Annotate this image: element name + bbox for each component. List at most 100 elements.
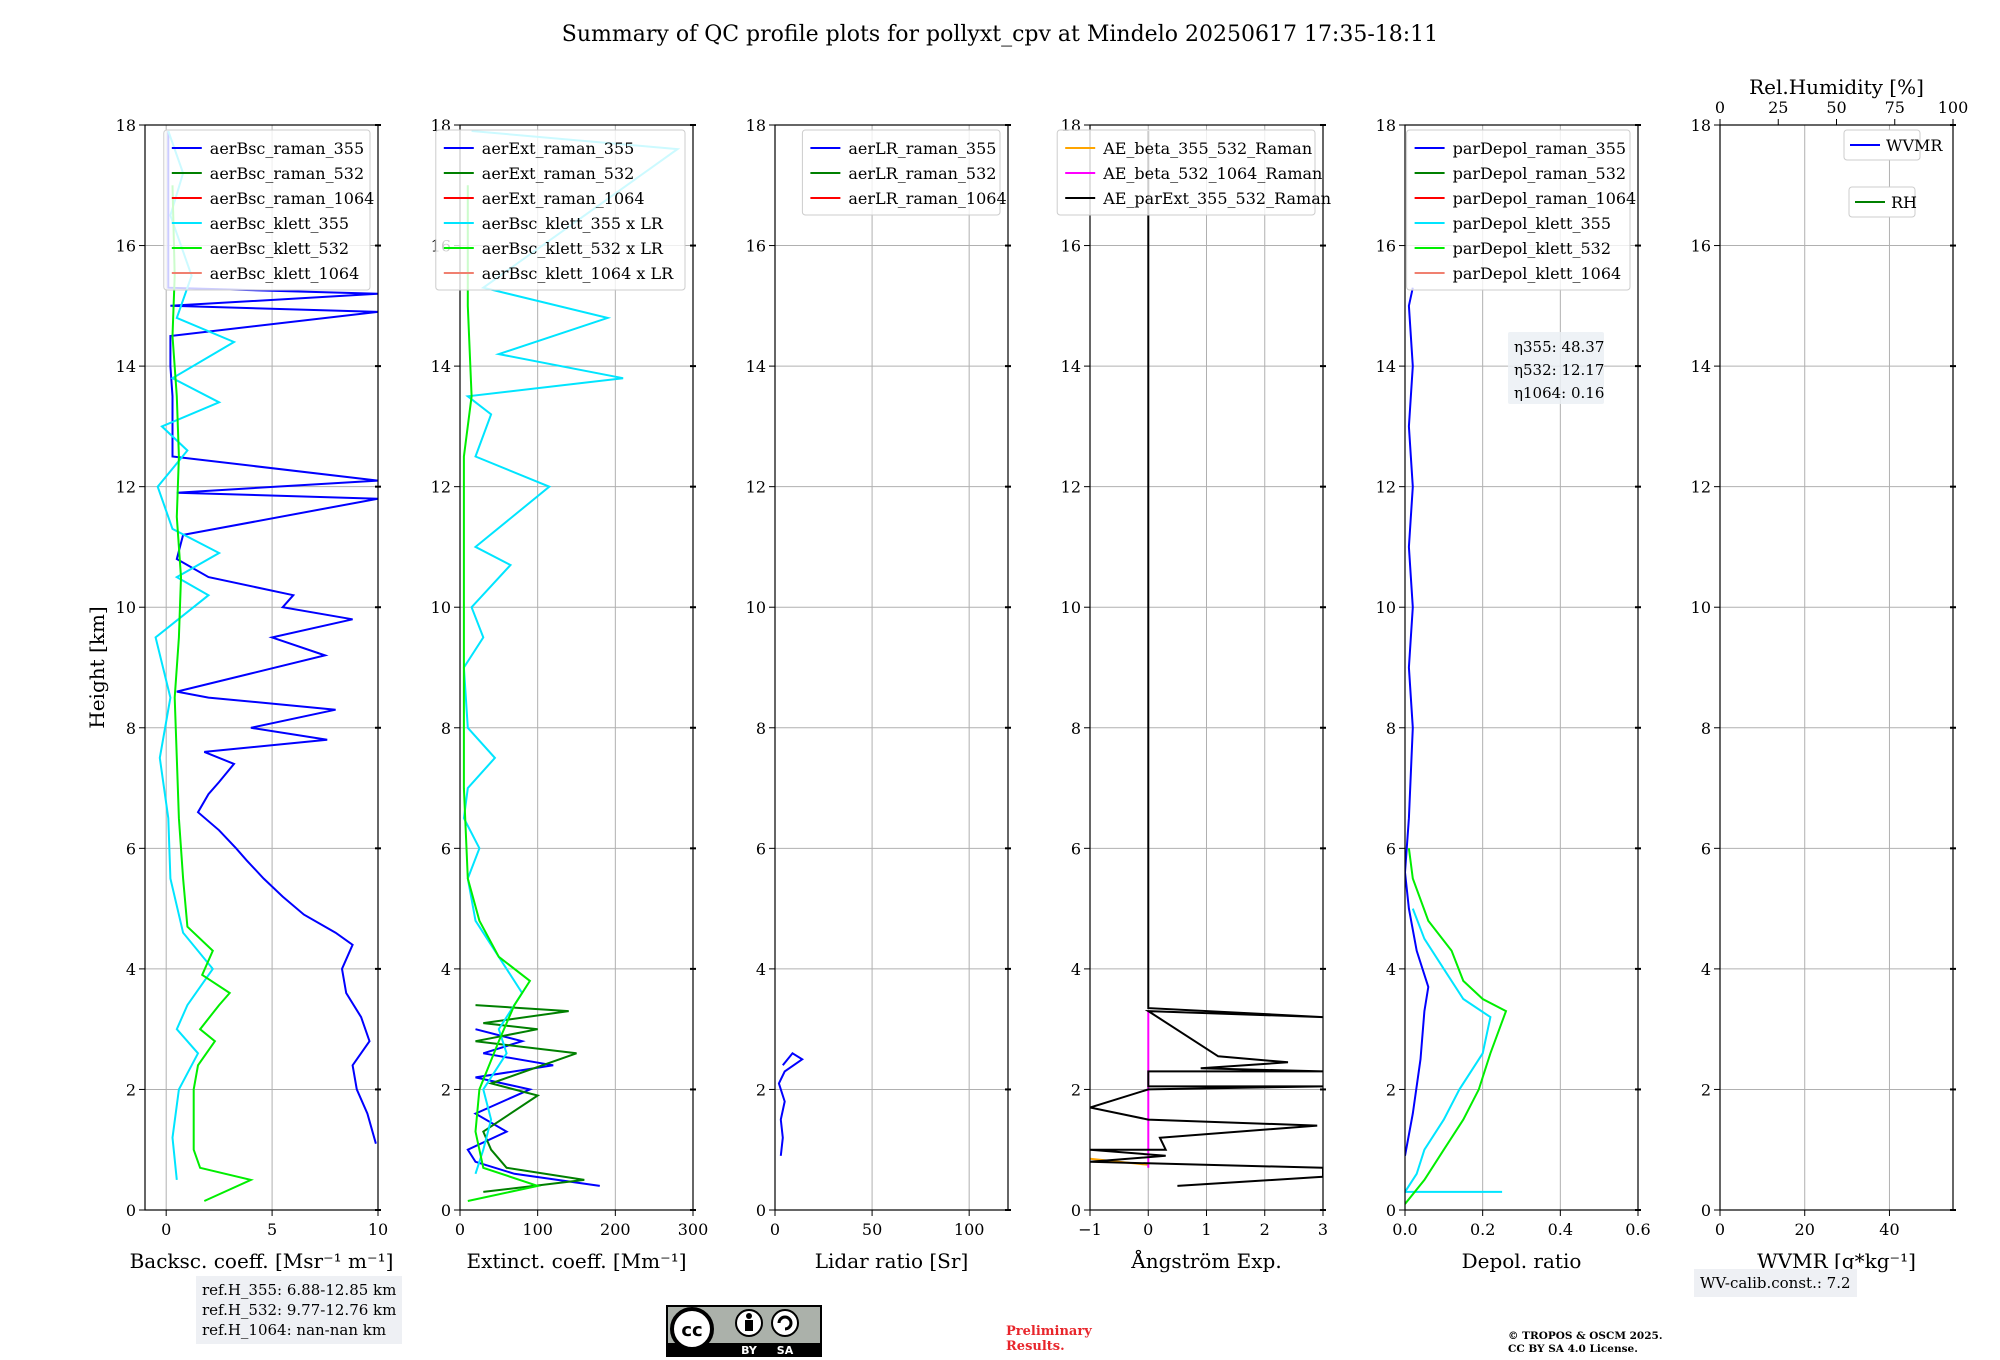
series-line-aerBsc_klett_532 x LR xyxy=(462,185,542,1202)
x-axis-label: Backsc. coeff. [Msr⁻¹ m⁻¹] xyxy=(130,1249,394,1273)
ref-height-355: ref.H_355: 6.88-12.85 km xyxy=(202,1281,397,1299)
x-tick-label: 0 xyxy=(1143,1220,1153,1239)
series-group xyxy=(1405,287,1508,1205)
panel-2: 0100200300024681012141618Extinct. coeff.… xyxy=(431,116,709,1273)
legend-entry: aerLR_raman_532 xyxy=(848,164,996,183)
x-tick-label: 1 xyxy=(1201,1220,1211,1239)
axes-frame xyxy=(459,124,694,1211)
x-tick-label: 0.4 xyxy=(1548,1220,1573,1239)
x-axis-label: Lidar ratio [Sr] xyxy=(815,1249,969,1273)
y-tick-label: 2 xyxy=(441,1080,451,1099)
legend-box xyxy=(1056,129,1316,216)
y-tick-label: 4 xyxy=(126,960,136,979)
y-tick-label: 0 xyxy=(126,1201,136,1220)
eta-annotation: η532: 12.17 xyxy=(1514,361,1604,379)
y-tick-label: 14 xyxy=(431,357,451,376)
legend-entry: aerBsc_raman_1064 xyxy=(210,189,375,208)
legend-entry: aerBsc_klett_532 x LR xyxy=(482,239,664,258)
reference-heights-box: ref.H_355: 6.88-12.85 km ref.H_532: 9.77… xyxy=(196,1276,403,1344)
legend-box xyxy=(1843,129,1921,161)
x-tick-label: 2 xyxy=(1260,1220,1270,1239)
y-tick-label: 2 xyxy=(1386,1080,1396,1099)
series-line-parDepol_raman_355 xyxy=(1405,287,1430,1156)
series-line-aerLR_raman_355 xyxy=(777,1051,805,1156)
y-tick-label: 12 xyxy=(431,478,451,497)
x-tick-label: 0 xyxy=(770,1220,780,1239)
y-tick-label: 4 xyxy=(756,960,766,979)
series-group xyxy=(154,130,378,1202)
y-tick-label: 8 xyxy=(126,719,136,738)
series-group xyxy=(1090,131,1323,1187)
y-tick-label: 18 xyxy=(746,116,766,135)
legend-entry: RH xyxy=(1891,193,1917,212)
x-tick-label: 0 xyxy=(161,1220,171,1239)
x-tick-label: 10 xyxy=(368,1220,388,1239)
x-tick-label: 100 xyxy=(522,1220,553,1239)
legend-entry: aerBsc_raman_355 xyxy=(210,139,364,158)
panel-1: 0 5 10 0 2 4 6 8 10 12 14 16 18 Backsc. coeff. [Msr⁻¹… xyxy=(116,116,394,1273)
y-axis-label: Height [km] xyxy=(85,606,109,728)
x-tick-label: 40 xyxy=(1879,1220,1899,1239)
y-tick-label: 14 xyxy=(1061,357,1081,376)
x-tick-label: 0.2 xyxy=(1470,1220,1495,1239)
y-tick-label: 14 xyxy=(746,357,766,376)
legend-entry: aerExt_raman_1064 xyxy=(482,189,645,208)
legend-box xyxy=(1406,129,1631,291)
axes-frame xyxy=(1719,124,1954,1211)
x2-tick-label: 100 xyxy=(1938,98,1969,117)
y-tick-label: 8 xyxy=(1386,719,1396,738)
x-tick-label: 0.0 xyxy=(1392,1220,1417,1239)
legend-entry: aerBsc_raman_532 xyxy=(210,164,364,183)
axes-frame xyxy=(144,124,379,1211)
eta-annotation: η355: 48.37 xyxy=(1514,338,1604,356)
cc-by-sa-badge-icon: cc BY SA xyxy=(666,1305,822,1357)
x2-tick-label: 50 xyxy=(1826,98,1846,117)
y-tick-label: 10 xyxy=(746,598,766,617)
y-tick-label: 10 xyxy=(1376,598,1396,617)
eta-annotation: η1064: 0.16 xyxy=(1514,384,1604,402)
cc-sa-label: SA xyxy=(777,1344,794,1357)
y-tick-label: 0 xyxy=(441,1201,451,1220)
y-tick-label: 18 xyxy=(1376,116,1396,135)
x2-tick-label: 0 xyxy=(1715,98,1725,117)
y-tick-label: 8 xyxy=(441,719,451,738)
legend-entry: aerLR_raman_1064 xyxy=(848,189,1006,208)
y-tick-label: 12 xyxy=(116,478,136,497)
y-tick-label: 18 xyxy=(1691,116,1711,135)
cc-by-label: BY xyxy=(741,1344,758,1357)
y-tick-label: 12 xyxy=(1691,478,1711,497)
series-line-parDepol_klett_532 xyxy=(1405,848,1508,1205)
y-tick-label: 14 xyxy=(1691,357,1711,376)
figure-title: Summary of QC profile plots for pollyxt_… xyxy=(561,22,1439,47)
legend-entry: aerExt_raman_532 xyxy=(482,164,635,183)
legend-entry: aerExt_raman_355 xyxy=(482,139,635,158)
legend-box xyxy=(163,129,371,291)
series-line-AE_parExt_355_532_Raman xyxy=(1090,131,1323,1187)
x-tick-label: 0 xyxy=(1715,1220,1725,1239)
legend-entry: parDepol_raman_532 xyxy=(1453,164,1626,183)
y-tick-label: 8 xyxy=(1701,719,1711,738)
svg-text:cc: cc xyxy=(681,1320,702,1341)
y-tick-label: 6 xyxy=(1071,839,1081,858)
legend-entry: parDepol_raman_355 xyxy=(1453,139,1626,158)
preliminary-line-1: Preliminary xyxy=(1006,1324,1092,1339)
legend-entry: aerBsc_klett_532 xyxy=(210,239,349,258)
series-group xyxy=(777,1051,805,1156)
y-tick-label: 10 xyxy=(116,598,136,617)
x-tick-label: 50 xyxy=(862,1220,882,1239)
y-tick-label: 6 xyxy=(1701,839,1711,858)
panel-5: 0.0 0.2 0.4 0.6 0 2 4 6 8 10 12 14 16 18 Depol. ratio p… xyxy=(1376,116,1651,1273)
series-group xyxy=(462,130,681,1202)
y-tick-label: 16 xyxy=(746,237,766,256)
y-tick-label: 10 xyxy=(1691,598,1711,617)
x-tick-label: −1 xyxy=(1078,1220,1102,1239)
copyright-line-2: CC BY SA 4.0 License. xyxy=(1508,1343,1638,1355)
y-tick-label: 4 xyxy=(1701,960,1711,979)
y-tick-label: 14 xyxy=(116,357,136,376)
x-tick-label: 200 xyxy=(600,1220,631,1239)
x-tick-label: 5 xyxy=(267,1220,277,1239)
panel-3: 0 50 100 0 2 4 6 8 10 12 14 16 18 Lidar ratio [Sr] aer… xyxy=(746,116,1011,1273)
